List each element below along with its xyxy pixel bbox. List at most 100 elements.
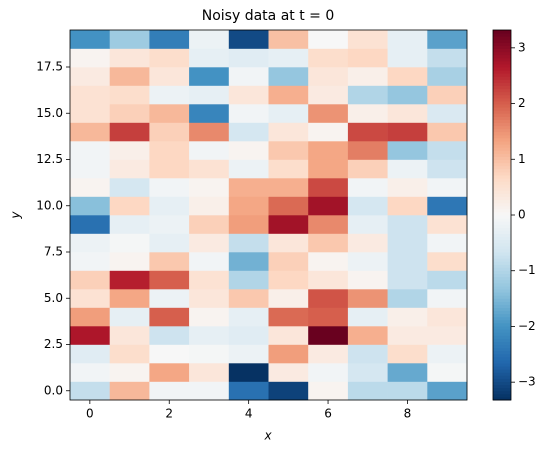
colorbar-swatch — [493, 387, 511, 392]
colorbar-swatch — [493, 193, 511, 197]
colorbar-swatch — [493, 150, 511, 154]
colorbar-swatch — [493, 76, 511, 80]
heatmap-cell — [268, 344, 309, 364]
heatmap-cell — [70, 85, 110, 105]
heatmap-cell — [347, 196, 388, 216]
y-tick-label: 7.5 — [44, 245, 63, 259]
colorbar-swatch — [493, 393, 511, 398]
colorbar-swatch — [493, 141, 511, 145]
heatmap-cell — [347, 363, 388, 382]
colorbar-swatch — [493, 396, 511, 401]
heatmap-cell — [387, 233, 428, 253]
colorbar-swatch — [493, 350, 511, 355]
colorbar-tick-label: 2 — [518, 96, 526, 110]
heatmap-cell — [149, 289, 190, 308]
heatmap-cell — [189, 270, 230, 290]
colorbar-swatch — [493, 255, 511, 259]
heatmap-cell — [70, 104, 110, 123]
heatmap-cell — [387, 67, 428, 86]
heatmap-cell — [308, 178, 349, 197]
colorbar-swatch — [493, 125, 511, 130]
heatmap-cell — [387, 85, 428, 105]
colorbar-swatch — [493, 347, 511, 352]
heatmap-cell — [149, 326, 190, 345]
colorbar-swatch — [493, 313, 511, 318]
heatmap-cell — [228, 344, 269, 364]
heatmap-cell — [268, 159, 309, 179]
colorbar-swatch — [493, 165, 511, 170]
heatmap-cell — [427, 215, 468, 234]
heatmap-cell — [347, 381, 388, 401]
heatmap-cell — [189, 196, 230, 216]
heatmap-cell — [268, 381, 309, 401]
heatmap-cell — [109, 344, 150, 364]
colorbar-swatch — [493, 264, 511, 268]
colorbar-swatch — [493, 110, 511, 114]
heatmap-cell — [109, 30, 150, 49]
colorbar-swatch — [493, 329, 511, 333]
colorbar-swatch — [493, 205, 511, 210]
heatmap-cell — [427, 141, 468, 160]
heatmap-cell — [427, 363, 468, 382]
heatmap-cell — [228, 289, 269, 308]
heatmap-cell — [427, 252, 468, 271]
heatmap-cell — [387, 307, 428, 327]
heatmap-cell — [189, 344, 230, 364]
colorbar-swatch — [493, 310, 511, 315]
colorbar-tick-label: −1 — [518, 263, 536, 277]
heatmap-cell — [70, 178, 110, 197]
heatmap-cell — [109, 141, 150, 160]
heatmap-cell — [427, 67, 468, 86]
heatmap-cell — [189, 104, 230, 123]
heatmap-cell — [228, 104, 269, 123]
heatmap-cell — [189, 289, 230, 308]
heatmap-cell — [149, 85, 190, 105]
heatmap-cell — [347, 122, 388, 142]
colorbar-swatch — [493, 122, 511, 127]
heatmap-cell — [308, 141, 349, 160]
heatmap-cell — [149, 30, 190, 49]
heatmap-cell — [347, 67, 388, 86]
colorbar-swatch — [493, 390, 511, 395]
y-tick-label: 17.5 — [36, 60, 63, 74]
colorbar-swatch — [493, 338, 511, 342]
heatmap-cell — [228, 307, 269, 327]
colorbar-swatch — [493, 230, 511, 234]
colorbar-swatch — [493, 137, 511, 142]
colorbar-swatch — [493, 332, 511, 336]
heatmap-cell — [70, 363, 110, 382]
heatmap-cell — [189, 307, 230, 327]
heatmap-cell — [70, 252, 110, 271]
colorbar-swatch — [493, 82, 511, 86]
colorbar-swatch — [493, 116, 511, 120]
colorbar-swatch — [493, 45, 511, 49]
heatmap-cell — [347, 141, 388, 160]
heatmap-cell — [228, 30, 269, 49]
heatmap-cell — [387, 104, 428, 123]
heatmap-cell — [347, 48, 388, 68]
heatmap-cell — [268, 289, 309, 308]
heatmap-cell — [109, 122, 150, 142]
heatmap-cell — [109, 196, 150, 216]
colorbar-swatch — [493, 372, 511, 376]
heatmap-cell — [109, 233, 150, 253]
colorbar-swatch — [493, 276, 511, 281]
heatmap-cell — [70, 289, 110, 308]
heatmap-cell — [387, 270, 428, 290]
heatmap-cell — [308, 307, 349, 327]
heatmap-cell — [427, 381, 468, 401]
heatmap-cell — [427, 270, 468, 290]
heatmap-cell — [427, 85, 468, 105]
heatmap-cell — [347, 344, 388, 364]
colorbar-swatch — [493, 168, 511, 173]
heatmap-cell — [189, 215, 230, 234]
colorbar-swatch — [493, 153, 511, 157]
heatmap-cell — [268, 233, 309, 253]
heatmap-cell — [268, 85, 309, 105]
heatmap-cell — [228, 48, 269, 68]
heatmap-cell — [149, 141, 190, 160]
heatmap-cell — [109, 381, 150, 401]
heatmap-cell — [427, 326, 468, 345]
colorbar-swatch — [493, 298, 511, 302]
heatmap-cell — [228, 67, 269, 86]
